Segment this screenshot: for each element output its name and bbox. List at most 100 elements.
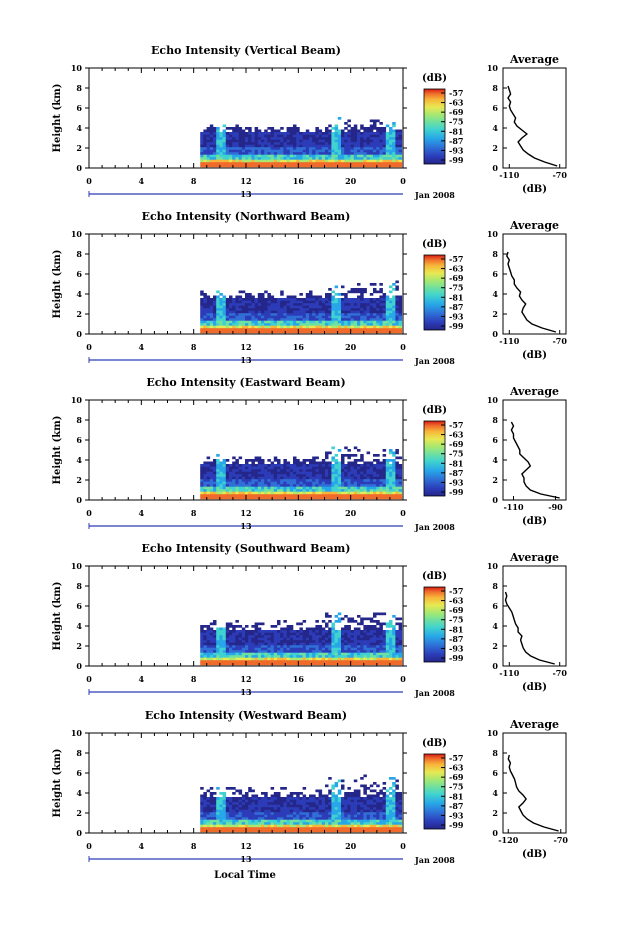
heatmap-cell (331, 494, 335, 497)
heatmap-cell (273, 819, 278, 823)
heatmap-cell (305, 496, 310, 500)
heatmap-cell (264, 469, 268, 472)
heatmap-cell (267, 799, 271, 803)
heatmap-cell (331, 481, 335, 485)
heatmap-cell (289, 298, 294, 301)
heatmap-cell (222, 640, 227, 643)
heatmap-cell (251, 162, 255, 165)
heatmap-cell (353, 290, 358, 294)
heatmap-cell (334, 152, 339, 155)
heatmap-cell (312, 320, 316, 324)
heatmap-cell (286, 640, 291, 643)
heatmap-cell (213, 484, 217, 487)
heatmap-cell (273, 632, 278, 636)
heatmap-cell (366, 655, 371, 658)
heatmap-cell (286, 809, 291, 813)
heatmap-cell (385, 655, 390, 658)
heatmap-cell (305, 637, 310, 641)
heatmap-cell (222, 650, 227, 653)
heatmap-cell (206, 162, 211, 165)
heatmap-cell (373, 154, 377, 158)
heatmap-cell (209, 486, 214, 490)
heatmap-cell (334, 129, 339, 133)
heatmap-cell (318, 330, 323, 334)
heatmap-cell (360, 328, 364, 331)
heatmap-cell (318, 139, 323, 143)
heatmap-cell (357, 323, 361, 326)
heatmap-cell (299, 642, 303, 646)
heatmap-cell (392, 489, 396, 492)
profile-y-tick-label: 0 (492, 661, 498, 671)
heatmap-cell (289, 313, 294, 316)
heatmap-cell (267, 804, 271, 808)
heatmap-cell (257, 471, 262, 475)
heatmap-cell (213, 812, 217, 815)
heatmap-cell (299, 622, 303, 626)
heatmap-cell (248, 484, 252, 487)
heatmap-cell (331, 469, 335, 472)
heatmap-cell (360, 454, 364, 457)
heatmap-cell (305, 804, 310, 808)
heatmap-cell (347, 308, 351, 311)
heatmap-cell (264, 328, 268, 331)
heatmap-cell (222, 662, 227, 666)
heatmap-cell (283, 469, 287, 472)
heatmap-cell (305, 635, 310, 638)
heatmap-cell (225, 300, 230, 304)
heatmap-cell (245, 152, 249, 155)
heatmap-cell (273, 647, 278, 651)
heatmap-cell (222, 817, 227, 820)
heatmap-cell (209, 308, 214, 311)
heatmap-cell (373, 645, 377, 648)
heatmap-cell (222, 152, 227, 155)
heatmap-cell (216, 305, 220, 309)
heatmap-cell (379, 132, 383, 135)
heatmap-cell (225, 797, 230, 800)
profile-y-tick-label: 2 (492, 143, 498, 153)
heatmap-cell (280, 637, 284, 641)
heatmap-cell (369, 632, 374, 636)
heatmap-cell (341, 144, 345, 148)
heatmap-cell (270, 318, 275, 321)
y-axis-label: Height (km) (52, 582, 63, 651)
heatmap-cell (328, 308, 332, 311)
heatmap-cell (293, 652, 297, 656)
heatmap-cell (280, 330, 284, 334)
heatmap-cell (369, 642, 374, 646)
heatmap-cell (376, 303, 380, 306)
heatmap-cell (389, 305, 393, 309)
heatmap-cell (213, 797, 217, 800)
heatmap-cell (302, 323, 307, 326)
heatmap-cell (289, 824, 294, 828)
heatmap-cell (232, 469, 236, 472)
heatmap-cell (325, 154, 329, 158)
heatmap-cell (382, 328, 387, 331)
heatmap-cell (395, 632, 399, 636)
heatmap-cell (312, 464, 316, 467)
heatmap-cell (267, 494, 271, 497)
heatmap-cell (360, 459, 364, 462)
heatmap-cell (398, 635, 403, 638)
heatmap-cell (203, 476, 207, 480)
heatmap-cell (222, 464, 227, 467)
heatmap-cell (376, 620, 380, 623)
heatmap-cell (395, 489, 399, 492)
heatmap-cell (213, 325, 217, 329)
heatmap-cell (334, 313, 339, 316)
heatmap-cell (344, 295, 348, 299)
heatmap-cell (245, 652, 249, 656)
heatmap-cell (337, 134, 342, 138)
heatmap-cell (270, 144, 275, 148)
heatmap-cell (312, 491, 316, 495)
heatmap-cell (376, 330, 380, 334)
heatmap-cell (376, 612, 380, 616)
heatmap-cell (392, 313, 396, 316)
heatmap-cell (213, 461, 217, 465)
heatmap-cell (341, 617, 345, 621)
heatmap-cell (209, 817, 214, 820)
heatmap-cell (341, 134, 345, 138)
heatmap-cell (315, 137, 319, 140)
heatmap-cell (216, 804, 220, 808)
heatmap-cell (209, 637, 214, 641)
heatmap-cell (302, 159, 307, 163)
